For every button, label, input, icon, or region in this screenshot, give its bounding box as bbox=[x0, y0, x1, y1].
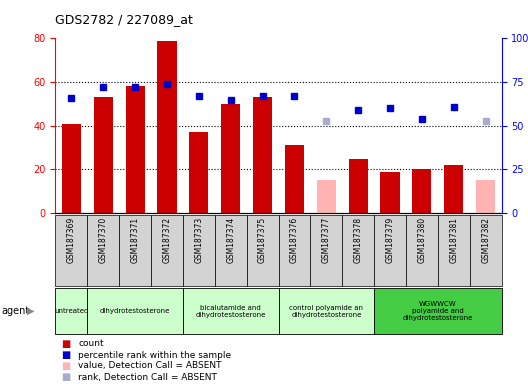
Text: dihydrotestosterone: dihydrotestosterone bbox=[100, 308, 171, 314]
Text: GSM187374: GSM187374 bbox=[226, 217, 235, 263]
Bar bbox=[310, 215, 342, 286]
Text: ■: ■ bbox=[61, 361, 70, 371]
Bar bbox=[381, 172, 400, 213]
Bar bbox=[119, 215, 151, 286]
Text: ■: ■ bbox=[61, 339, 70, 349]
Text: GSM187372: GSM187372 bbox=[163, 217, 172, 263]
Text: agent: agent bbox=[1, 306, 30, 316]
Text: GSM187369: GSM187369 bbox=[67, 217, 76, 263]
Text: untreated: untreated bbox=[54, 308, 89, 314]
Text: ■: ■ bbox=[61, 372, 70, 382]
Bar bbox=[87, 215, 119, 286]
Text: bicalutamide and
dihydrotestosterone: bicalutamide and dihydrotestosterone bbox=[195, 305, 266, 318]
Bar bbox=[157, 41, 176, 213]
Bar bbox=[374, 288, 502, 334]
Bar bbox=[406, 215, 438, 286]
Text: GSM187371: GSM187371 bbox=[130, 217, 139, 263]
Bar bbox=[55, 215, 87, 286]
Bar bbox=[247, 215, 279, 286]
Bar bbox=[374, 215, 406, 286]
Text: WGWWCW
polyamide and
dihydrotestosterone: WGWWCW polyamide and dihydrotestosterone bbox=[403, 301, 473, 321]
Bar bbox=[348, 159, 367, 213]
Bar bbox=[285, 146, 304, 213]
Text: GSM187377: GSM187377 bbox=[322, 217, 331, 263]
Bar bbox=[93, 98, 113, 213]
Text: rank, Detection Call = ABSENT: rank, Detection Call = ABSENT bbox=[78, 372, 217, 382]
Text: ■: ■ bbox=[61, 350, 70, 360]
Bar bbox=[444, 165, 464, 213]
Text: control polyamide an
dihydrotestosterone: control polyamide an dihydrotestosterone bbox=[289, 305, 363, 318]
Bar bbox=[279, 288, 374, 334]
Bar bbox=[470, 215, 502, 286]
Text: count: count bbox=[78, 339, 104, 348]
Bar bbox=[221, 104, 240, 213]
Bar bbox=[189, 132, 209, 213]
Bar bbox=[279, 215, 310, 286]
Text: GSM187382: GSM187382 bbox=[481, 217, 490, 263]
Bar bbox=[55, 288, 87, 334]
Bar bbox=[476, 180, 495, 213]
Text: GSM187379: GSM187379 bbox=[385, 217, 394, 263]
Bar bbox=[317, 180, 336, 213]
Text: GSM187376: GSM187376 bbox=[290, 217, 299, 263]
Text: GDS2782 / 227089_at: GDS2782 / 227089_at bbox=[55, 13, 193, 26]
Bar bbox=[342, 215, 374, 286]
Bar bbox=[215, 215, 247, 286]
Text: ▶: ▶ bbox=[27, 306, 35, 316]
Text: GSM187380: GSM187380 bbox=[418, 217, 427, 263]
Bar bbox=[438, 215, 470, 286]
Text: GSM187378: GSM187378 bbox=[354, 217, 363, 263]
Text: percentile rank within the sample: percentile rank within the sample bbox=[78, 351, 231, 360]
Text: GSM187381: GSM187381 bbox=[449, 217, 458, 263]
Text: GSM187373: GSM187373 bbox=[194, 217, 203, 263]
Bar bbox=[62, 124, 81, 213]
Bar bbox=[87, 288, 183, 334]
Bar bbox=[183, 288, 279, 334]
Text: GSM187370: GSM187370 bbox=[99, 217, 108, 263]
Bar bbox=[183, 215, 215, 286]
Bar bbox=[253, 98, 272, 213]
Text: value, Detection Call = ABSENT: value, Detection Call = ABSENT bbox=[78, 361, 222, 371]
Bar bbox=[126, 86, 145, 213]
Text: GSM187375: GSM187375 bbox=[258, 217, 267, 263]
Bar bbox=[151, 215, 183, 286]
Bar bbox=[412, 169, 431, 213]
